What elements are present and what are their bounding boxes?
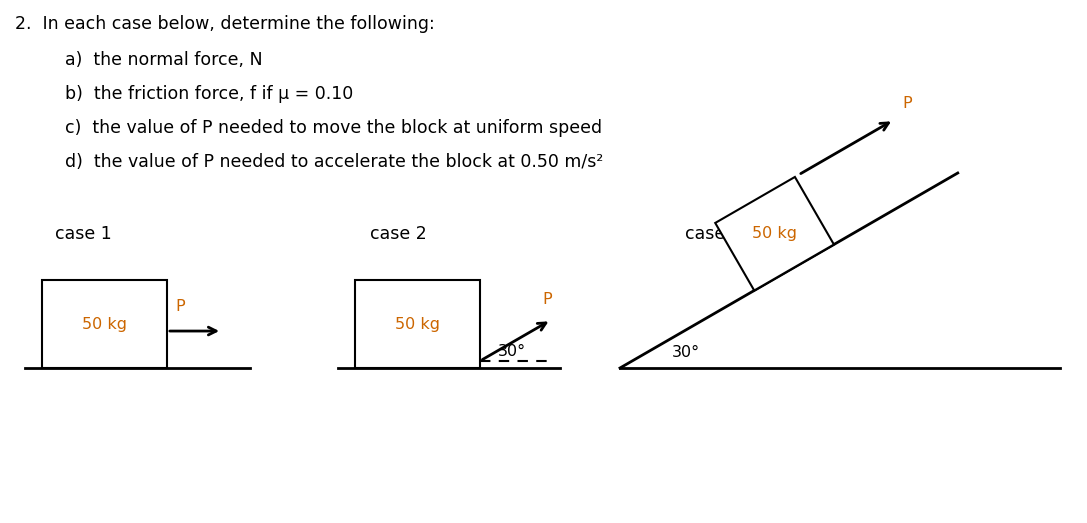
Text: d)  the value of P needed to accelerate the block at 0.50 m/s²: d) the value of P needed to accelerate t… xyxy=(65,153,603,171)
Bar xyxy=(42,280,167,368)
Text: case 2: case 2 xyxy=(370,225,427,243)
Text: 2.  In each case below, determine the following:: 2. In each case below, determine the fol… xyxy=(15,15,435,33)
Text: 30°: 30° xyxy=(672,345,700,360)
Text: case 3: case 3 xyxy=(685,225,741,243)
Text: a)  the normal force, N: a) the normal force, N xyxy=(65,51,263,69)
Text: c)  the value of P needed to move the block at uniform speed: c) the value of P needed to move the blo… xyxy=(65,119,602,137)
Text: 50 kg: 50 kg xyxy=(82,316,127,332)
Bar xyxy=(355,280,480,368)
Text: 50 kg: 50 kg xyxy=(752,226,797,241)
Text: P: P xyxy=(902,96,912,111)
Polygon shape xyxy=(715,177,834,290)
Text: case 1: case 1 xyxy=(55,225,112,243)
Text: 50 kg: 50 kg xyxy=(395,316,440,332)
Text: P: P xyxy=(542,292,552,307)
Text: 30°: 30° xyxy=(498,344,526,359)
Text: b)  the friction force, f if μ = 0.10: b) the friction force, f if μ = 0.10 xyxy=(65,85,353,103)
Text: P: P xyxy=(175,299,185,314)
